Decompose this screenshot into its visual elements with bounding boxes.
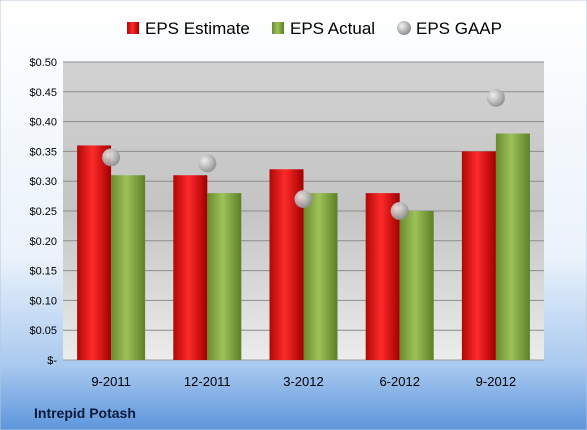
gaap-points <box>102 88 505 220</box>
x-tick-label: 6-2012 <box>379 374 419 389</box>
y-tick-label: $0.20 <box>29 236 57 248</box>
y-tick-label: $0.15 <box>29 266 57 278</box>
legend-swatch-estimate <box>127 22 139 34</box>
x-tick-label: 9-2011 <box>91 374 131 389</box>
y-tick-label: $0.05 <box>29 325 57 337</box>
x-tick-label: 12-2011 <box>184 374 231 389</box>
gaap-point <box>198 154 217 173</box>
gaap-point <box>486 88 505 107</box>
actual-bar <box>495 133 530 360</box>
y-tick-label: $0.50 <box>29 57 57 69</box>
x-tick-label: 9-2012 <box>476 374 516 389</box>
estimate-bar <box>365 193 400 360</box>
y-tick-label: $0.40 <box>29 117 57 129</box>
legend-swatch-gaap <box>397 21 411 35</box>
estimate-bar <box>461 151 496 360</box>
x-axis-ticks: 9-2011 12-2011 3-2012 6-2012 9-2012 <box>91 374 516 389</box>
legend-label-actual: EPS Actual <box>290 19 375 38</box>
y-tick-label: $0.10 <box>29 295 57 307</box>
y-tick-label: $0.30 <box>29 176 57 188</box>
y-tick-label: $0.35 <box>29 146 57 158</box>
y-tick-label: $- <box>47 355 57 367</box>
actual-bar <box>111 175 146 360</box>
gaap-point <box>294 190 313 209</box>
gaap-point <box>390 202 409 220</box>
actual-bar <box>399 211 434 360</box>
bars <box>77 133 530 360</box>
actual-bar <box>207 193 242 360</box>
y-tick-label: $0.25 <box>29 206 57 218</box>
legend-label-estimate: EPS Estimate <box>145 19 250 38</box>
estimate-bar <box>173 175 208 360</box>
legend-swatch-actual <box>272 22 284 34</box>
x-tick-label: 3-2012 <box>283 374 323 389</box>
actual-bar <box>303 193 338 360</box>
y-axis-ticks: $- $0.05 $0.10 $0.15 $0.20 $0.25 $0.30 $0.35 $0.… <box>29 57 57 367</box>
legend: EPS Estimate EPS Actual EPS GAAP <box>127 19 502 38</box>
estimate-bar <box>77 145 112 360</box>
company-name: Intrepid Potash <box>34 405 136 421</box>
gaap-point <box>102 148 121 167</box>
y-tick-label: $0.45 <box>29 87 57 99</box>
legend-label-gaap: EPS GAAP <box>416 19 502 38</box>
